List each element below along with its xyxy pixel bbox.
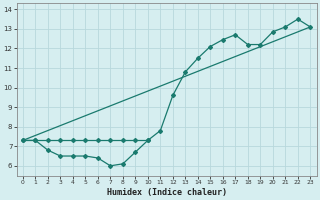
X-axis label: Humidex (Indice chaleur): Humidex (Indice chaleur) [107,188,227,197]
